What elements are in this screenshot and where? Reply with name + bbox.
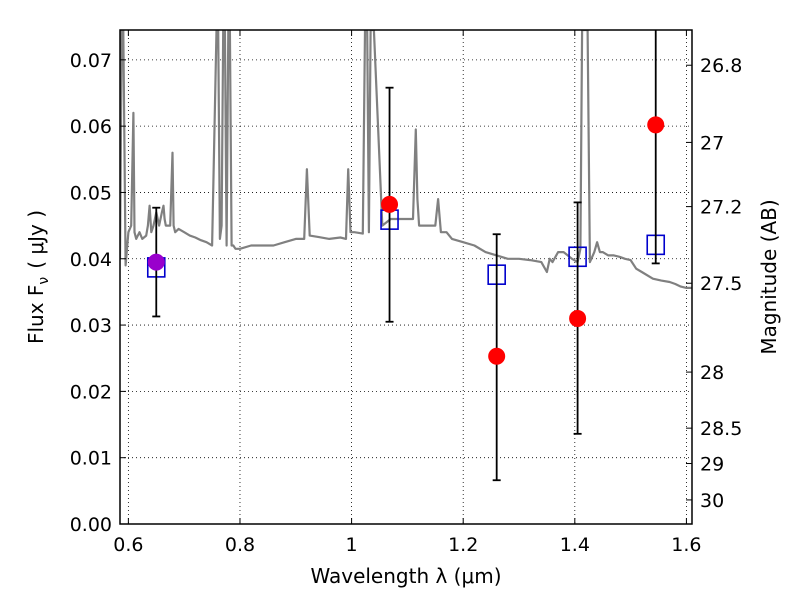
x-axis-label: Wavelength λ (μm): [310, 564, 501, 588]
y-axis-label-unit: ( μJy ): [24, 210, 48, 269]
axis-ticks: 0.6 0.8 1 1.2 1.4 1.6 0.00 0.01 0.02 0.03 0.04 0.05…: [70, 30, 742, 556]
observed-point: [647, 116, 665, 134]
right-tick-label: 26.8: [700, 55, 742, 77]
model-spectrum: [120, 30, 692, 289]
observed-point: [381, 195, 399, 213]
right-tick-label: 27.2: [700, 197, 742, 219]
svg-text:Flux Fν( μJy ): Flux Fν ( μJy ): [24, 210, 52, 344]
y-axis-label-text: Flux F: [24, 285, 48, 344]
x-tick-label: 1.4: [560, 534, 590, 556]
y-axis-label: Flux Fν ( μJy ): [24, 210, 52, 344]
observed-flux: [147, 30, 665, 482]
y-tick-label: 0.00: [70, 514, 112, 536]
right-tick-label: 28: [700, 362, 724, 384]
y-tick-label: 0.02: [70, 381, 112, 403]
x-tick-label: 1.6: [671, 534, 701, 556]
right-axis-label: Magnitude (AB): [757, 199, 781, 354]
y-tick-label: 0.07: [70, 50, 112, 72]
plot-frame: [119, 29, 693, 525]
y-tick-label: 0.01: [70, 448, 112, 470]
observed-point: [147, 253, 165, 271]
observed-point: [569, 309, 587, 327]
y-tick-label: 0.03: [70, 315, 112, 337]
right-tick-label: 27.5: [700, 273, 742, 295]
x-tick-label: 0.8: [225, 534, 255, 556]
y-axis-label-subscript: ν: [36, 277, 52, 285]
x-tick-label: 1.2: [448, 534, 478, 556]
right-tick-label: 27: [700, 132, 724, 154]
spectrum-line: [120, 30, 692, 289]
right-tick-label: 29: [700, 454, 724, 476]
observed-point: [488, 347, 506, 365]
y-tick-label: 0.04: [70, 249, 112, 271]
right-tick-label: 28.5: [700, 418, 742, 440]
x-tick-label: 1: [346, 534, 358, 556]
x-tick-label: 0.6: [113, 534, 143, 556]
y-tick-label: 0.05: [70, 182, 112, 204]
right-tick-label: 30: [700, 490, 724, 512]
y-tick-label: 0.06: [70, 116, 112, 138]
